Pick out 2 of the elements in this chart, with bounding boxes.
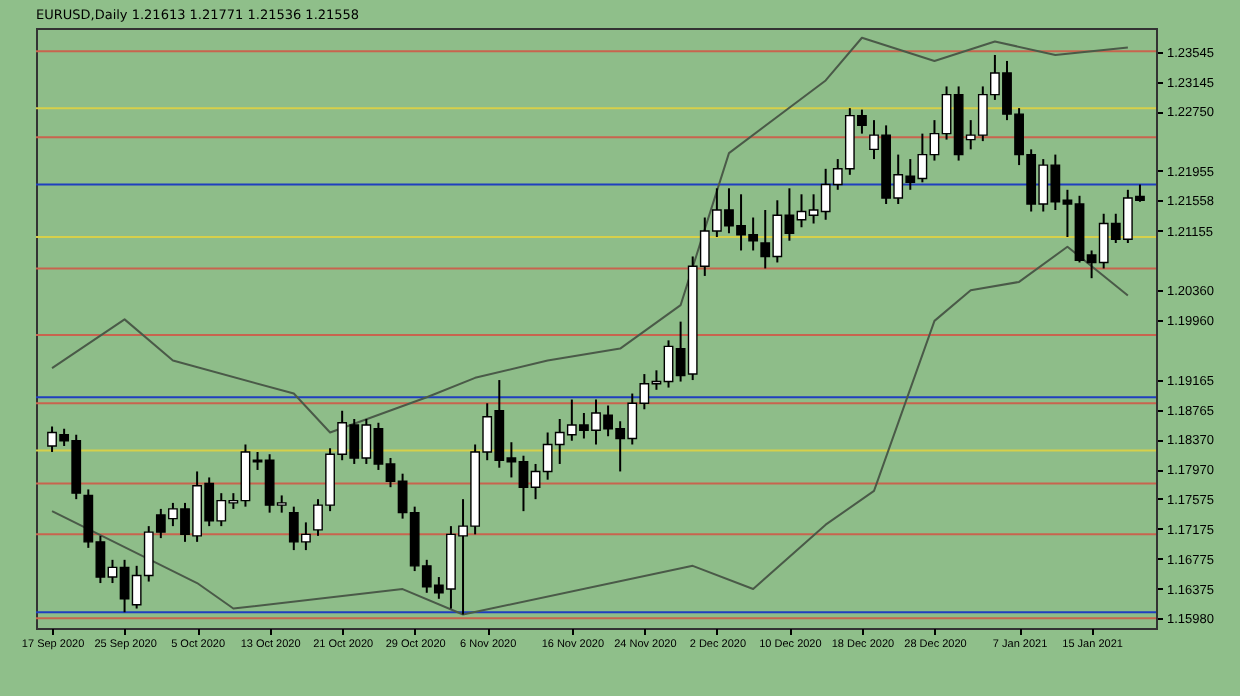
line-series (51, 36, 1129, 434)
line-series (51, 245, 1129, 616)
